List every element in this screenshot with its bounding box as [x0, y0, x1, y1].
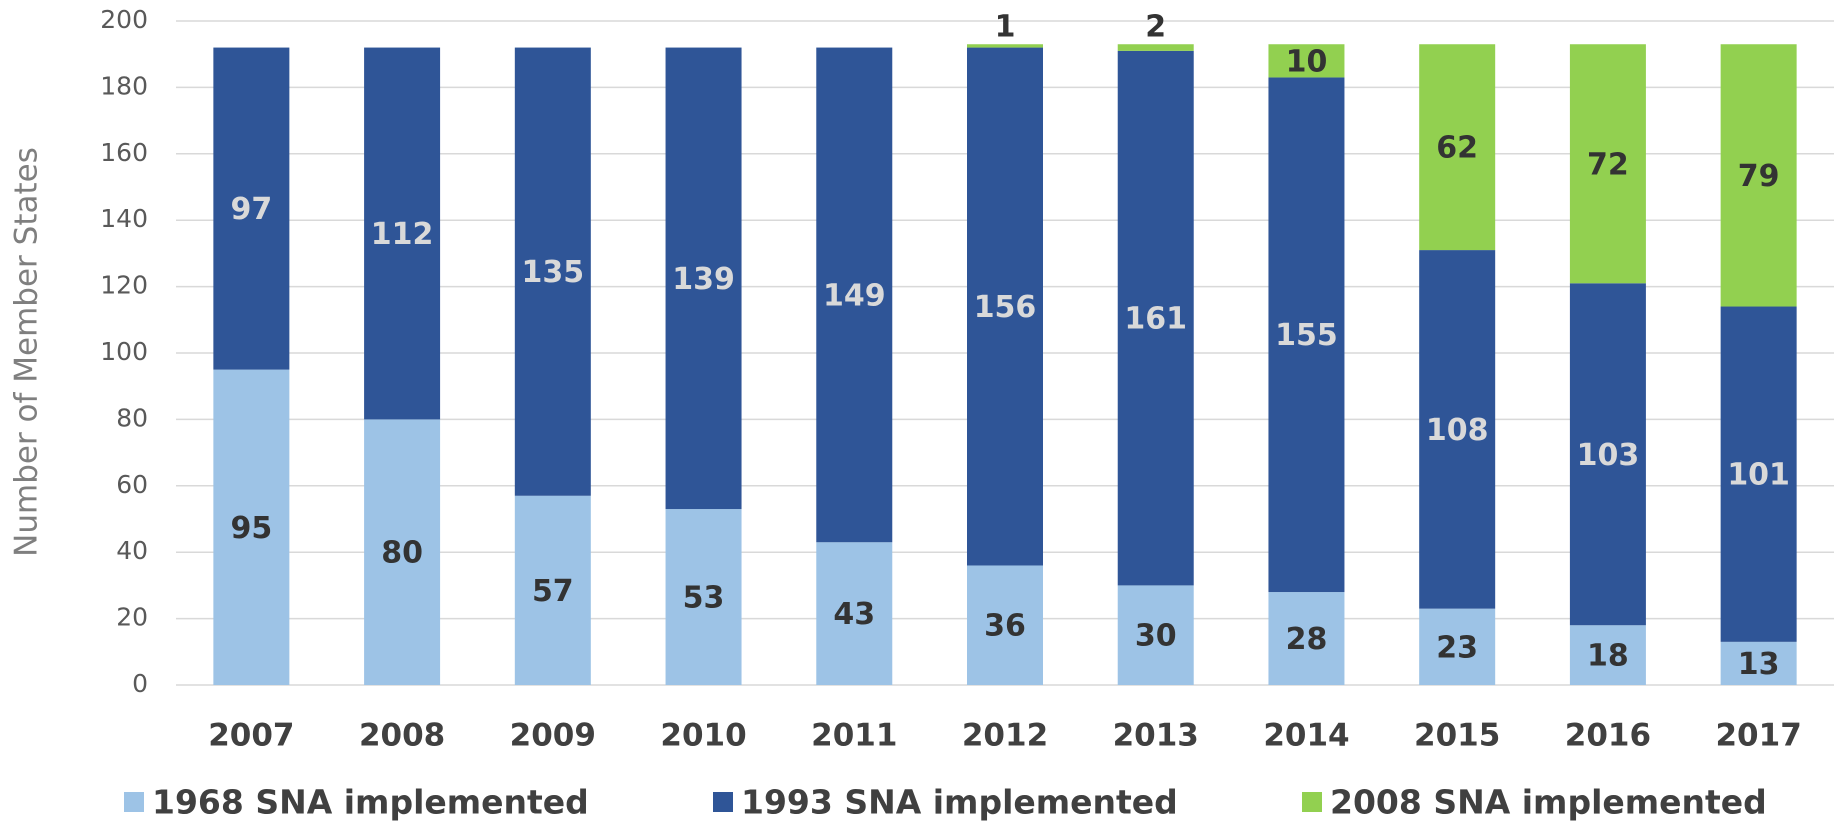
bar-segment [514, 47, 591, 496]
bar-segment [1720, 306, 1797, 642]
bar-segment [1268, 77, 1345, 593]
bar-segment [1268, 592, 1345, 685]
data-label: 28 [1286, 622, 1328, 657]
data-label: 18 [1587, 639, 1629, 674]
data-label: 155 [1275, 318, 1338, 353]
y-tick-label: 40 [116, 536, 148, 565]
bar-segment [364, 419, 441, 685]
x-tick-label: 2009 [510, 718, 596, 754]
x-tick-label: 2015 [1414, 718, 1500, 754]
y-tick-label: 120 [100, 271, 148, 300]
bar-segment [213, 47, 290, 370]
y-tick-label: 180 [100, 71, 148, 100]
bar-segment [665, 47, 742, 510]
x-tick-label: 2010 [660, 718, 746, 754]
bar-segment [364, 47, 441, 420]
data-label: 43 [833, 597, 875, 632]
data-label: 95 [230, 511, 272, 546]
data-label: 79 [1738, 159, 1780, 194]
data-label: 80 [381, 536, 423, 571]
y-tick-label: 140 [100, 204, 148, 233]
bar-segment [1720, 641, 1797, 685]
data-label: 97 [230, 192, 272, 227]
bar-segment [1117, 50, 1194, 586]
bar-segment [1419, 608, 1496, 685]
data-label: 10 [1286, 44, 1328, 79]
bar-segment [1117, 585, 1194, 685]
bar-segment [816, 47, 893, 543]
bar-segment [665, 509, 742, 685]
legend-swatch [713, 792, 733, 812]
y-tick-label: 60 [116, 470, 148, 499]
y-tick-label: 20 [116, 603, 148, 632]
bar-segment [967, 44, 1043, 48]
legend-swatch [1302, 792, 1322, 812]
data-label: 139 [672, 262, 735, 297]
bar-segment [1569, 283, 1646, 626]
data-label: 57 [532, 574, 574, 609]
x-tick-label: 2011 [811, 718, 897, 754]
data-label: 36 [984, 609, 1026, 644]
legend-label: 2008 SNA implemented [1330, 783, 1767, 822]
bar-segment [1419, 250, 1496, 609]
data-label: 161 [1124, 302, 1187, 337]
data-label: 156 [974, 290, 1037, 325]
y-tick-label: 100 [100, 337, 148, 366]
data-label: 112 [371, 217, 434, 252]
y-tick-label: 160 [100, 138, 148, 167]
bar-segment [1569, 44, 1646, 284]
data-label: 13 [1738, 647, 1780, 682]
data-label: 101 [1727, 458, 1790, 493]
bar-segment [1117, 44, 1194, 51]
x-tick-label: 2008 [359, 718, 445, 754]
x-tick-label: 2017 [1715, 718, 1801, 754]
bar-segment [816, 542, 893, 685]
data-label: 1 [995, 10, 1016, 45]
x-tick-label: 2016 [1565, 718, 1651, 754]
y-tick-label: 80 [116, 403, 148, 432]
bar-segment [1720, 44, 1797, 307]
data-label: 108 [1426, 413, 1489, 448]
x-tick-label: 2007 [208, 718, 294, 754]
bar-segment [1569, 625, 1646, 685]
bar-segment [213, 369, 290, 685]
bar-segment [967, 565, 1043, 685]
y-tick-label: 0 [132, 669, 148, 698]
bar-segment [514, 495, 591, 685]
x-tick-label: 2014 [1263, 718, 1349, 754]
x-tick-label: 2012 [962, 718, 1048, 754]
legend-swatch [124, 792, 144, 812]
data-label: 135 [522, 255, 585, 290]
bar-segment [967, 47, 1043, 566]
data-label: 72 [1587, 147, 1629, 182]
y-tick-label: 200 [100, 5, 148, 34]
data-label: 23 [1436, 630, 1478, 665]
data-label: 149 [823, 278, 886, 313]
bar-segment [1419, 44, 1496, 251]
legend-label: 1968 SNA implemented [152, 783, 589, 822]
data-label: 30 [1135, 619, 1177, 654]
legend-label: 1993 SNA implemented [741, 783, 1178, 822]
data-label: 62 [1436, 131, 1478, 166]
data-label: 103 [1577, 438, 1640, 473]
data-label: 53 [683, 581, 725, 616]
bar-segment [1268, 44, 1345, 78]
y-axis-title: Number of Member States [9, 147, 45, 557]
x-tick-label: 2013 [1113, 718, 1199, 754]
data-label: 2 [1145, 10, 1166, 45]
